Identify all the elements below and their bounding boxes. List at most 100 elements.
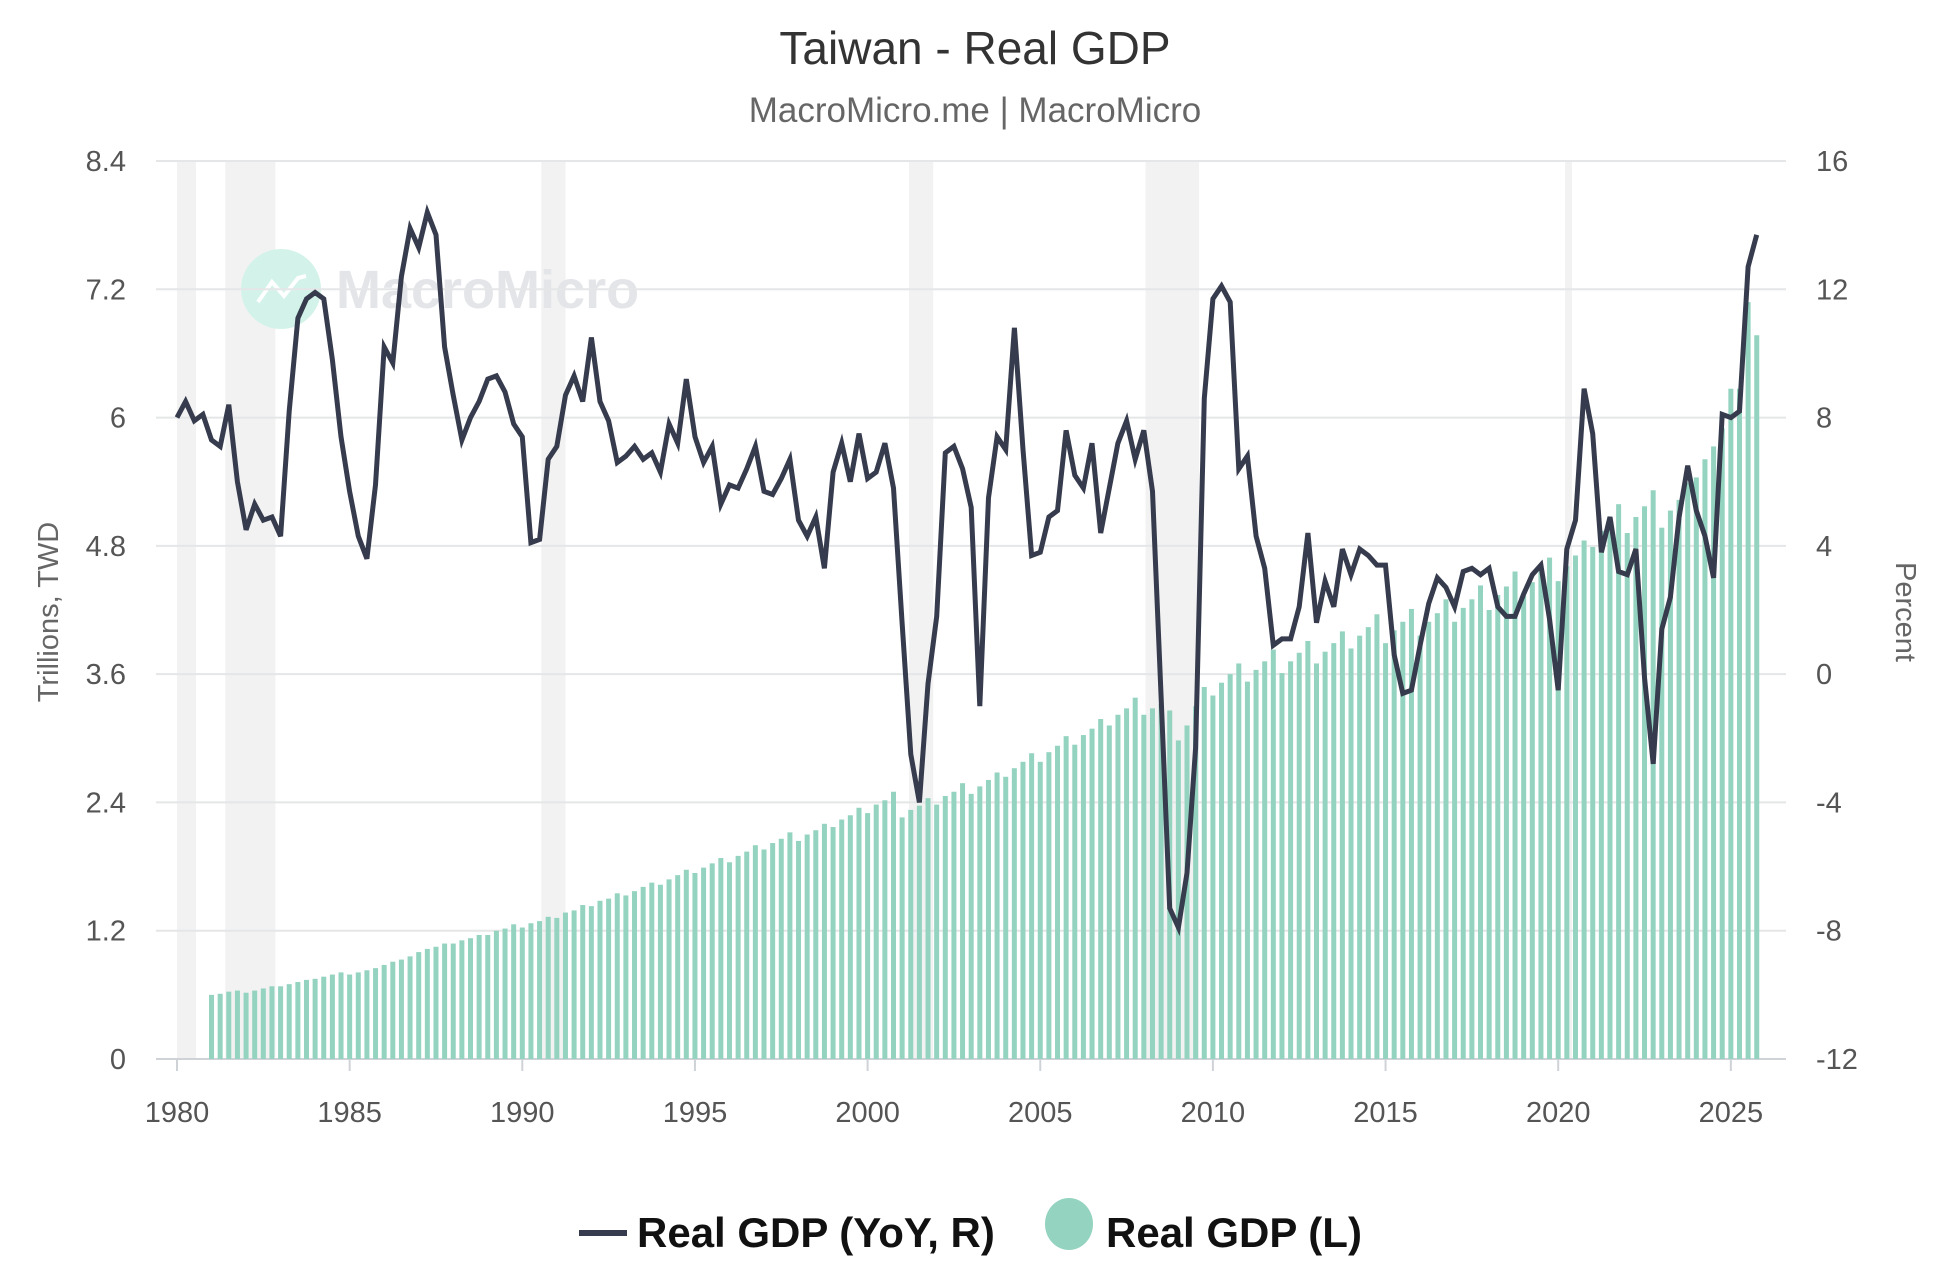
legend-item-line[interactable]: Real GDP (YoY, R)	[579, 1209, 995, 1256]
bar	[338, 972, 344, 1059]
bar	[977, 786, 983, 1059]
legend-circle-icon	[1045, 1198, 1093, 1250]
bar	[554, 917, 560, 1059]
bar	[295, 982, 301, 1059]
bar	[269, 986, 275, 1059]
bar	[329, 974, 335, 1059]
bar	[303, 979, 309, 1059]
bar	[1080, 735, 1086, 1059]
bar	[882, 800, 888, 1059]
bar	[519, 927, 525, 1059]
bar	[1046, 752, 1052, 1059]
bar	[1676, 499, 1682, 1060]
bar	[1667, 510, 1673, 1059]
bar	[1270, 649, 1276, 1059]
bar	[1055, 745, 1061, 1059]
x-axis-tick-label: 2015	[1353, 1097, 1418, 1129]
bar	[796, 840, 802, 1059]
bar	[1408, 608, 1414, 1059]
right-axis-tick-label: 0	[1816, 659, 1832, 691]
bar	[260, 988, 266, 1059]
bar	[1262, 661, 1268, 1059]
bar	[1400, 621, 1406, 1059]
bar	[1650, 490, 1656, 1059]
bar	[502, 928, 508, 1059]
bar	[1659, 527, 1665, 1059]
bar	[243, 992, 249, 1059]
bar-series	[209, 302, 1760, 1060]
bar	[1288, 661, 1294, 1059]
chart-subtitle[interactable]: MacroMicro.me | MacroMicro	[749, 91, 1201, 130]
bar	[321, 976, 327, 1059]
bar	[1547, 557, 1553, 1059]
bar	[1365, 627, 1371, 1059]
bar	[985, 779, 991, 1059]
bar	[597, 900, 603, 1059]
legend-item-bar[interactable]: Real GDP (L)	[1045, 1198, 1362, 1256]
bar	[1383, 643, 1389, 1059]
bar	[1529, 582, 1535, 1059]
bar	[839, 819, 845, 1059]
bar	[1279, 673, 1285, 1059]
bar	[1443, 599, 1449, 1059]
bar	[1685, 482, 1691, 1059]
bar	[1607, 520, 1613, 1059]
bar	[1538, 571, 1544, 1059]
x-axis-tick-label: 2000	[835, 1097, 900, 1129]
bar	[1486, 610, 1492, 1059]
bar	[614, 893, 620, 1059]
bar	[1219, 682, 1225, 1059]
right-axis-tick-label: -8	[1816, 916, 1842, 948]
shaded-period	[177, 161, 196, 1059]
left-axis-tick-label: 4.8	[86, 531, 126, 563]
right-axis-tick-label: -12	[1816, 1044, 1858, 1076]
bar	[675, 875, 681, 1059]
bar	[1253, 669, 1259, 1059]
bar	[744, 851, 750, 1059]
line-series	[174, 203, 1760, 937]
bar	[1331, 643, 1337, 1059]
bar	[1339, 631, 1345, 1059]
bar	[459, 940, 465, 1059]
x-axis-tick-label: 2020	[1526, 1097, 1591, 1129]
bar	[1624, 533, 1630, 1059]
x-axis-tick-label: 2025	[1699, 1097, 1764, 1129]
bar	[951, 791, 957, 1059]
bar	[1590, 546, 1596, 1059]
bar	[1495, 595, 1501, 1059]
bar	[994, 772, 1000, 1059]
bar	[1754, 335, 1760, 1059]
bar	[925, 798, 931, 1059]
bar	[312, 978, 318, 1059]
left-axis: 0 1.2 2.4 3.6 4.8 6 7.2 8.4	[86, 146, 126, 1076]
bar	[821, 823, 827, 1059]
bar	[899, 817, 905, 1059]
bar	[355, 972, 361, 1059]
x-axis-tick-label: 1985	[317, 1097, 382, 1129]
bar	[1313, 663, 1319, 1059]
bar	[735, 855, 741, 1059]
x-axis-tick-label: 1980	[145, 1097, 210, 1129]
legend-label-line: Real GDP (YoY, R)	[637, 1209, 995, 1256]
bar	[683, 869, 689, 1059]
bar	[580, 905, 586, 1059]
bar	[545, 916, 551, 1059]
bar	[1029, 753, 1035, 1059]
left-axis-title: Trillions, TWD	[33, 522, 65, 702]
bar	[424, 948, 430, 1059]
bar	[485, 934, 491, 1059]
bar	[588, 906, 594, 1059]
bar	[1184, 725, 1190, 1059]
bar	[562, 912, 568, 1059]
bar	[1633, 516, 1639, 1059]
bar	[709, 863, 715, 1059]
bar	[381, 964, 387, 1059]
bar	[1124, 708, 1130, 1059]
bar	[1037, 761, 1043, 1059]
bar	[493, 930, 499, 1059]
bar	[398, 959, 404, 1059]
bar	[1736, 388, 1742, 1059]
chart-title: Taiwan - Real GDP	[779, 22, 1170, 74]
bar	[761, 849, 767, 1059]
bar	[226, 991, 232, 1059]
